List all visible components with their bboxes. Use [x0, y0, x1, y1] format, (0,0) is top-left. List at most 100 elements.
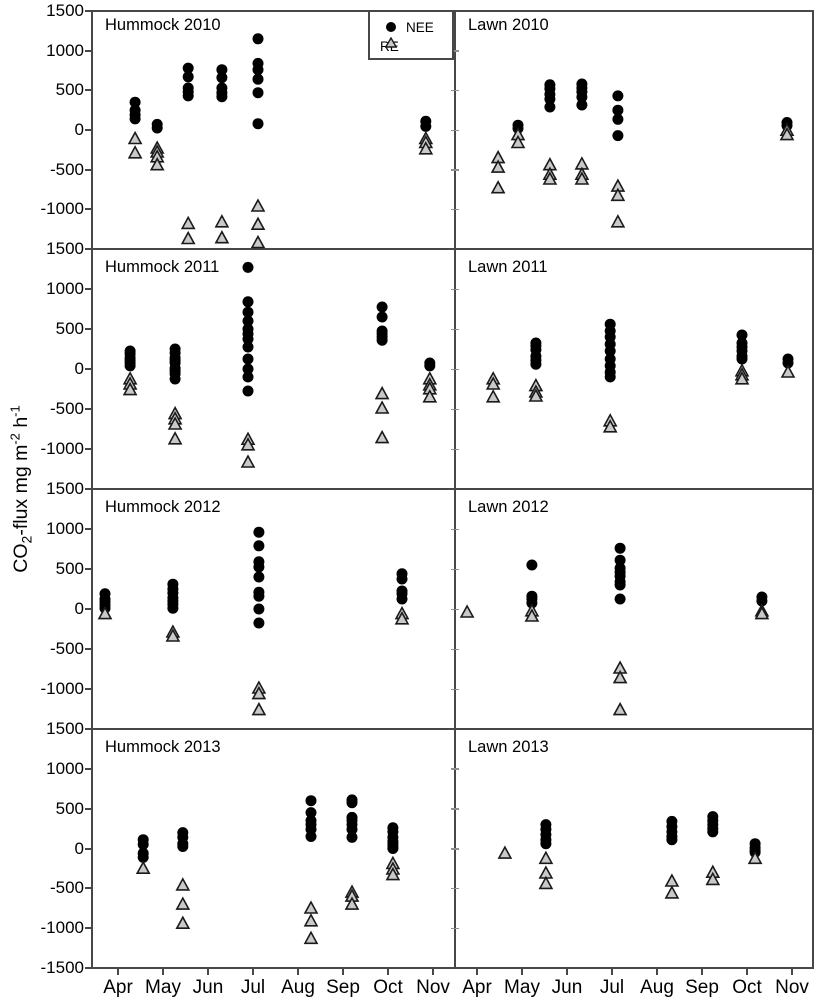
y-tick [85, 368, 92, 370]
data-point-re [250, 216, 266, 230]
data-point-re [490, 159, 506, 173]
data-point-nee [305, 831, 317, 842]
data-point-nee [305, 807, 317, 819]
data-point-nee [137, 851, 149, 863]
y-tick [85, 89, 92, 92]
data-point-nee [252, 118, 264, 130]
x-tick [252, 968, 254, 975]
data-point-nee [736, 329, 748, 341]
data-point-nee [124, 360, 136, 372]
data-point-re [167, 416, 183, 430]
data-point-nee [169, 373, 181, 385]
data-point-nee [756, 595, 768, 607]
data-point-re [167, 431, 183, 445]
data-point-nee [614, 593, 626, 605]
data-point-re [240, 454, 256, 468]
data-point-nee [182, 90, 194, 102]
data-point-re [734, 371, 750, 385]
divider-tick [451, 288, 459, 290]
y-tick [85, 408, 92, 410]
data-point-re [542, 171, 558, 185]
data-point-re [497, 845, 513, 859]
data-point-re [610, 214, 626, 228]
y-tick-label: 0 [74, 120, 84, 139]
data-point-re [418, 141, 434, 155]
panel-border-left [91, 10, 93, 969]
divider-tick [451, 568, 459, 570]
x-month-label: Aug [640, 977, 674, 998]
data-point-nee [253, 571, 265, 583]
divider-tick [451, 368, 459, 370]
divider-tick [451, 129, 459, 131]
divider-tick [451, 328, 459, 330]
y-tick-label: 1500 [46, 1, 84, 20]
data-point-re [127, 130, 143, 145]
data-point-nee [376, 301, 388, 313]
x-month-label: Nov [775, 977, 809, 998]
data-point-nee [736, 353, 748, 365]
data-point-nee [782, 357, 794, 369]
panel-border-row3 [91, 728, 814, 730]
divider-tick [451, 89, 459, 92]
data-point-nee [346, 823, 358, 835]
data-point-re [303, 930, 319, 945]
y-tick-label: 1000 [46, 758, 84, 778]
y-tick [85, 807, 92, 810]
divider-tick [451, 408, 459, 410]
data-point-re [394, 611, 410, 625]
data-point-re [303, 900, 319, 914]
divider-tick [451, 528, 459, 530]
divider-tick [451, 208, 459, 211]
y-tick-label: 1000 [46, 519, 84, 538]
data-point-re [180, 215, 196, 230]
data-point-nee [252, 64, 264, 76]
data-point-nee [177, 841, 189, 852]
y-tick [85, 688, 92, 690]
data-point-nee [253, 526, 265, 538]
data-point-nee [252, 73, 264, 85]
y-tick [85, 728, 92, 730]
x-tick [656, 968, 658, 975]
data-point-re [780, 364, 796, 378]
y-tick [85, 568, 92, 570]
data-point-nee [666, 834, 678, 846]
data-point-nee [604, 371, 616, 383]
x-tick [791, 968, 793, 975]
divider-tick [451, 768, 459, 770]
y-tick-label: -1000 [40, 199, 84, 219]
y-tick [85, 608, 92, 610]
x-month-label: Oct [732, 977, 762, 998]
data-point-nee [612, 130, 624, 142]
y-tick [85, 248, 92, 250]
x-month-label: Oct [373, 977, 403, 998]
y-tick-label: 500 [55, 319, 84, 338]
x-tick [476, 968, 478, 975]
panel-title-hummock-2012: Hummock 2012 [105, 498, 221, 516]
x-tick [566, 968, 568, 975]
legend-row-re: RE [370, 37, 399, 55]
data-point-re [612, 669, 628, 684]
data-point-nee [216, 64, 228, 76]
x-tick [701, 968, 703, 975]
divider-tick [451, 688, 459, 690]
y-tick [85, 488, 92, 490]
data-point-nee [614, 542, 626, 554]
y-tick [85, 328, 92, 330]
data-point-nee [544, 93, 556, 105]
x-tick [611, 968, 613, 975]
data-point-re [574, 171, 590, 185]
data-point-re [214, 214, 230, 228]
legend-label-nee: NEE [406, 19, 434, 35]
y-tick [85, 927, 92, 930]
data-point-nee [396, 593, 408, 605]
x-tick [521, 968, 523, 975]
data-point-re [135, 860, 151, 874]
data-point-re [240, 437, 256, 451]
data-point-nee [576, 91, 588, 103]
y-tick [85, 847, 92, 850]
divider-tick [451, 848, 459, 850]
data-point-re [485, 389, 501, 403]
data-point-re [485, 376, 501, 390]
data-point-nee [420, 120, 432, 132]
